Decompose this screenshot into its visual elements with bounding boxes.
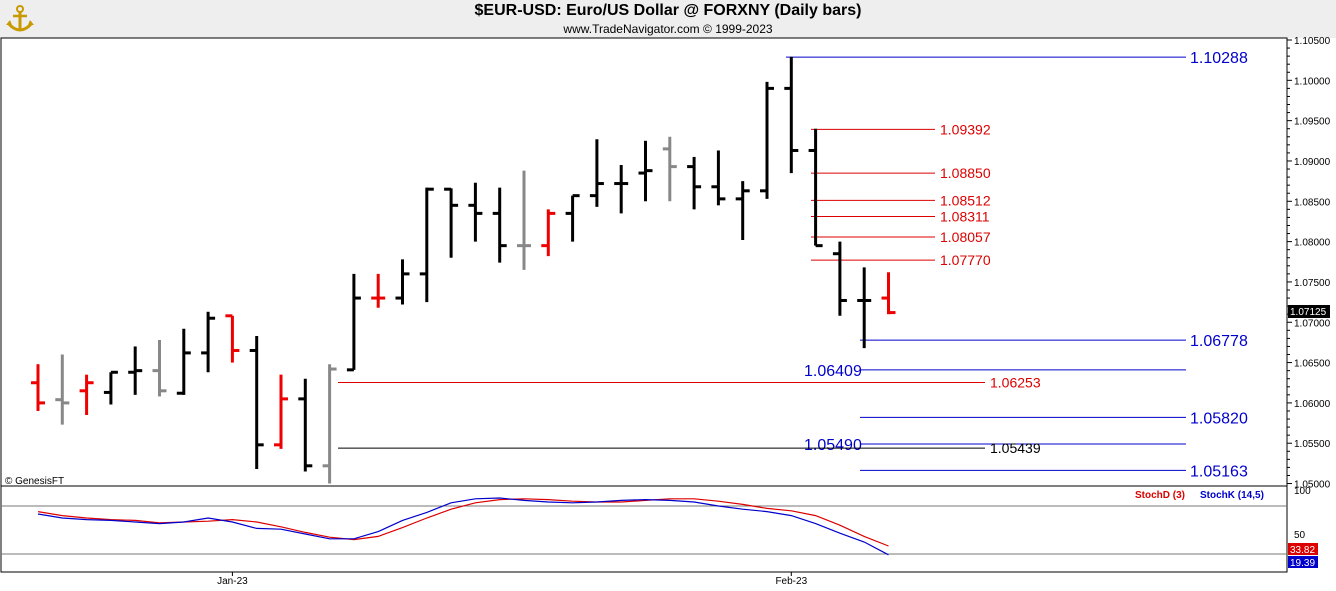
- ohlc-bar: [881, 272, 896, 315]
- price-tick-label: 1.05500: [1294, 439, 1331, 450]
- level-label: 1.07770: [940, 252, 991, 268]
- stochastic-panel: [1, 497, 1287, 556]
- chart-header: $EUR-USD: Euro/US Dollar @ FORXNY (Daily…: [0, 0, 1336, 38]
- last-price-badge: [1288, 305, 1330, 318]
- stochd-legend: StochD (3): [1135, 490, 1185, 501]
- price-tick-label: 1.10500: [1294, 36, 1331, 47]
- stoch-tick-50: 50: [1294, 530, 1306, 541]
- ohlc-bar: [322, 364, 337, 484]
- ohlc-bar: [711, 150, 726, 206]
- ohlc-bar: [857, 267, 872, 349]
- price-tick-label: 1.08500: [1294, 197, 1331, 208]
- ohlc-bar: [274, 374, 288, 449]
- ohlc-bar: [614, 164, 629, 214]
- watermark: © GenesisFT: [5, 476, 64, 487]
- level-label: 1.09392: [940, 121, 991, 137]
- level-label: 1.05163: [1190, 463, 1248, 480]
- ohlc-bar: [808, 128, 823, 248]
- price-tick-label: 1.09000: [1294, 157, 1331, 168]
- price-tick-label: 1.10000: [1294, 76, 1331, 87]
- level-label: 1.08057: [940, 229, 991, 245]
- ohlc-bar: [735, 181, 750, 240]
- ohlc-bar: [541, 209, 556, 257]
- ohlc-bar: [79, 374, 94, 415]
- time-axis: Jan-23 Feb-23: [217, 572, 808, 587]
- ohlc-bar: [152, 339, 167, 397]
- level-label: 1.05490: [804, 437, 862, 454]
- time-tick-label: Feb-23: [775, 576, 807, 587]
- ohlc-bar: [225, 314, 240, 363]
- ohlc-bar: [31, 364, 45, 411]
- level-label: 1.06253: [990, 374, 1041, 390]
- last-price-label: 1.07125: [1290, 307, 1327, 318]
- stoch-series-line: [37, 497, 889, 556]
- ohlc-bar: [298, 378, 313, 472]
- price-tick-label: 1.06000: [1294, 399, 1331, 410]
- level-label: 1.06409: [804, 363, 862, 380]
- stochd-last-value: 33.82: [1290, 545, 1315, 556]
- level-label: 1.05439: [990, 440, 1041, 456]
- ohlc-bar: [395, 259, 410, 305]
- stochk-last-badge: [1288, 556, 1318, 568]
- price-axis: 1.10500 1.10000 1.09500 1.09000 1.08500 1.080…: [1287, 36, 1331, 491]
- ohlc-bar: [492, 187, 507, 263]
- level-label: 1.05820: [1190, 410, 1248, 427]
- ohlc-bar: [444, 187, 459, 258]
- ohlc-bar: [517, 170, 531, 270]
- time-tick-label: Jan-23: [217, 576, 248, 587]
- ohlc-bar: [249, 335, 264, 470]
- ohlc-bar: [201, 311, 216, 373]
- ohlc-bar: [128, 346, 143, 395]
- level-label: 1.08512: [940, 192, 991, 208]
- level-label: 1.06778: [1190, 333, 1248, 350]
- ohlc-bar: [371, 273, 386, 308]
- level-label: 1.08850: [940, 165, 991, 181]
- stochk-legend: StochK (14,5): [1200, 490, 1264, 501]
- price-tick-label: 1.07000: [1294, 318, 1331, 329]
- price-plot-frame: [0, 37, 1288, 487]
- ohlc-bar: [760, 81, 774, 199]
- ohlc-bar: [565, 194, 580, 242]
- ohlc-bar: [638, 140, 653, 202]
- ohlc-bar: [55, 354, 70, 425]
- anchor-icon: [6, 5, 34, 32]
- stoch-tick-100: 100: [1294, 486, 1311, 497]
- level-label: 1.08311: [940, 209, 990, 225]
- stochd-last-badge: [1288, 543, 1318, 555]
- chart-subtitle: www.TradeNavigator.com © 1999-2023: [563, 22, 773, 36]
- price-tick-label: 1.06500: [1294, 359, 1331, 370]
- ohlc-bar: [419, 187, 434, 303]
- price-tick-label: 1.07500: [1294, 278, 1331, 289]
- ohlc-bar: [468, 182, 483, 242]
- stoch-plot-frame: [0, 485, 1288, 573]
- ohlc-bar: [346, 273, 361, 372]
- ohlc-bar: [103, 370, 118, 405]
- ohlc-bar: [784, 56, 799, 174]
- ohlc-bar: [687, 156, 702, 210]
- ohlc-bar: [832, 241, 847, 316]
- ohlc-bars: [31, 56, 896, 484]
- ohlc-bar: [176, 328, 191, 395]
- ohlc-bar: [589, 139, 604, 207]
- chart-title: $EUR-USD: Euro/US Dollar @ FORXNY (Daily…: [474, 2, 862, 19]
- price-tick-label: 1.05000: [1294, 480, 1331, 491]
- ohlc-bar: [662, 136, 677, 202]
- stochk-last-value: 19.39: [1290, 558, 1315, 569]
- price-tick-label: 1.09500: [1294, 117, 1331, 128]
- price-tick-label: 1.08000: [1294, 238, 1331, 249]
- level-label: 1.10288: [1190, 50, 1248, 67]
